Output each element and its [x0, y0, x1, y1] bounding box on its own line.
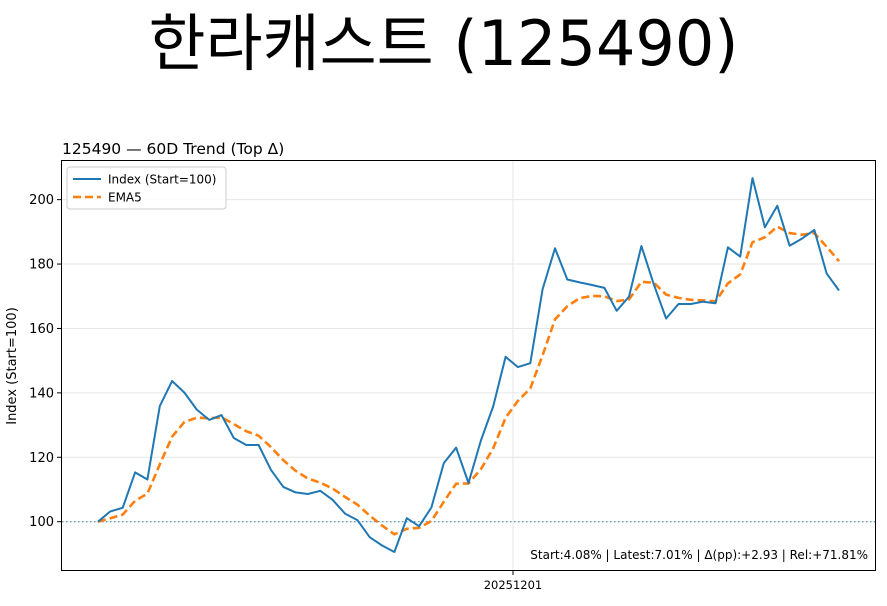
y-tick-label: 140 [29, 386, 54, 401]
ema5-line [97, 225, 840, 536]
y-tick-label: 120 [29, 451, 54, 466]
y-tick-label: 200 [29, 193, 54, 208]
y-tick-label: 100 [29, 515, 54, 530]
y-axis-label: Index (Start=100) [5, 307, 20, 425]
legend-box [66, 166, 227, 210]
x-axis: 20251201 [484, 570, 543, 592]
legend: Index (Start=100) EMA5 [66, 166, 227, 210]
grid [62, 161, 875, 570]
chart-title: 125490 — 60D Trend (Top Δ) [62, 140, 284, 158]
y-tick-label: 160 [29, 322, 54, 337]
plot-frame [61, 160, 876, 571]
y-axis: 100 120 140 160 180 200 [29, 193, 62, 530]
page-title: 한라캐스트 (125490) [148, 7, 739, 80]
legend-label-index: Index (Start=100) [108, 173, 217, 187]
x-tick-label: 20251201 [484, 578, 543, 592]
legend-label-ema5: EMA5 [108, 191, 142, 205]
index-line [97, 177, 840, 553]
y-tick-label: 180 [29, 258, 54, 273]
stats-annotation: Start:4.08% | Latest:7.01% | Δ(pp):+2.93… [530, 548, 868, 562]
